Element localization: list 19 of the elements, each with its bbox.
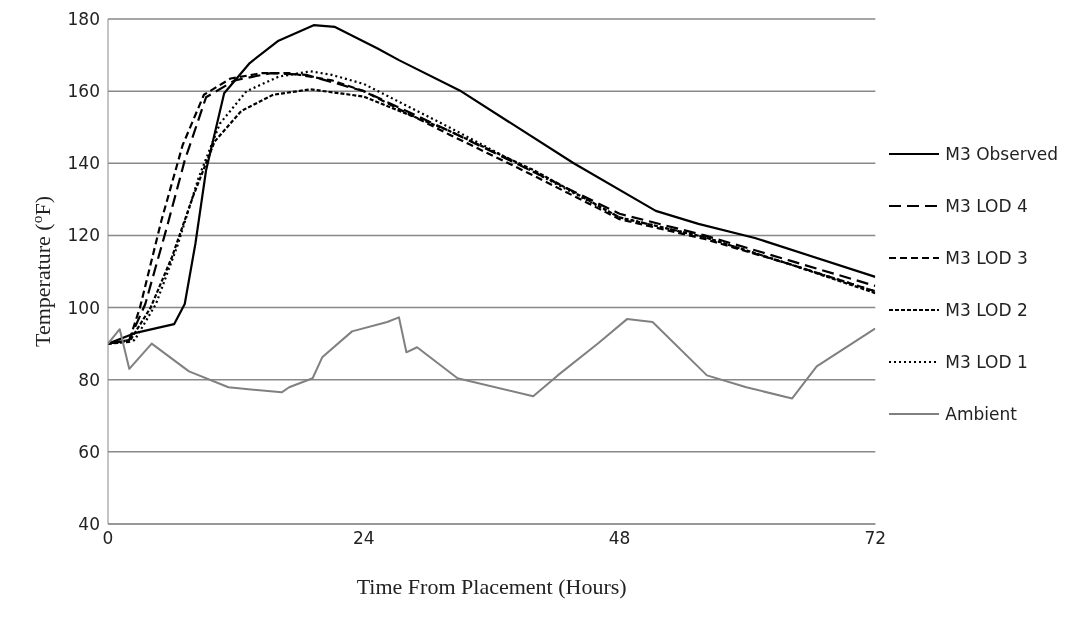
y-tick-label: 180 bbox=[67, 9, 100, 30]
y-tick-label: 140 bbox=[67, 153, 100, 174]
legend-label: M3 LOD 3 bbox=[945, 248, 1028, 268]
y-tick-label: 160 bbox=[67, 81, 100, 102]
x-tick-label: 72 bbox=[864, 528, 887, 549]
legend-label: Ambient bbox=[945, 404, 1017, 424]
legend-label: M3 Observed bbox=[945, 144, 1058, 164]
legend-label: M3 LOD 4 bbox=[945, 196, 1028, 216]
legend-label: M3 LOD 2 bbox=[945, 300, 1028, 320]
x-axis-title: Time From Placement (Hours) bbox=[356, 574, 627, 599]
x-tick-label: 48 bbox=[608, 528, 631, 549]
y-tick-label: 40 bbox=[78, 514, 100, 535]
x-tick-label: 0 bbox=[102, 528, 114, 549]
y-tick-label: 100 bbox=[67, 297, 100, 318]
y-tick-label: 60 bbox=[78, 441, 100, 462]
x-tick-label: 24 bbox=[352, 528, 375, 549]
legend-label: M3 LOD 1 bbox=[945, 352, 1028, 372]
y-tick-label: 80 bbox=[78, 369, 100, 390]
y-tick-label: 120 bbox=[67, 225, 100, 246]
